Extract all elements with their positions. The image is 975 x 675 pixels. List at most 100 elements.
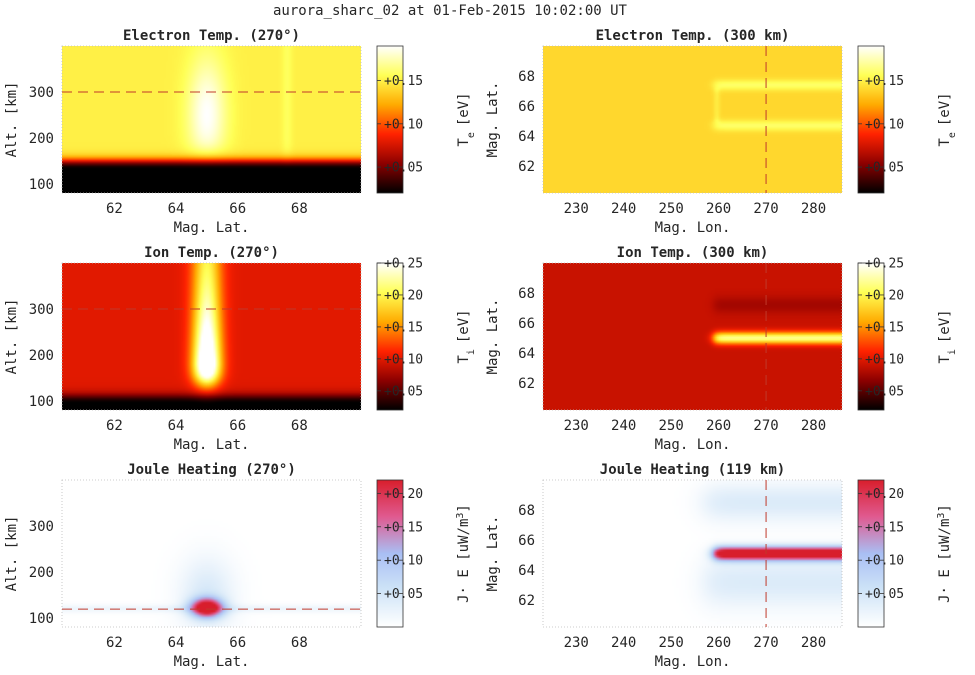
panel-title: Ion Temp. (300 km) <box>617 245 769 261</box>
x-axis-label: Mag. Lon. <box>655 437 731 453</box>
colorbar-tick-label: +0.10 <box>865 352 904 367</box>
y-tick-label: 62 <box>518 159 535 175</box>
panel-6: Joule Heating (119 km) 230 240 250 260 270 280… <box>485 462 953 670</box>
colorbar-tick-label: +0.15 <box>384 74 423 89</box>
y-tick-label: 300 <box>29 302 54 318</box>
y-tick-label: 68 <box>518 503 535 519</box>
colorbar-label: Ti[eV] <box>456 309 477 363</box>
x-tick-label: 250 <box>658 418 683 434</box>
y-axis-label: Alt. [km] <box>4 299 20 375</box>
panel-1: Electron Temp. (270°) 62 64 66 68 100 200 300 Ma… <box>4 28 477 236</box>
y-axis-label: Alt. [km] <box>4 82 20 158</box>
colorbar <box>857 479 885 628</box>
x-tick-label: 66 <box>229 635 246 651</box>
colorbar <box>376 479 404 628</box>
x-tick-label: 68 <box>291 418 308 434</box>
x-tick-label: 64 <box>168 201 185 217</box>
colorbar-tick-label: +0.05 <box>384 587 423 602</box>
y-axis-label: Alt. [km] <box>4 516 20 592</box>
colorbar-tick-label: +0.20 <box>865 288 904 303</box>
x-tick-label: 64 <box>168 635 185 651</box>
x-tick-label: 230 <box>564 201 589 217</box>
y-axis-label: Mag. Lat. <box>485 299 501 375</box>
y-tick-label: 100 <box>29 394 54 410</box>
x-axis-label: Mag. Lat. <box>174 654 250 670</box>
colorbar <box>857 262 885 411</box>
x-axis-label: Mag. Lon. <box>655 220 731 236</box>
axes-frame <box>542 45 843 194</box>
colorbar-label: Te[eV] <box>456 92 477 146</box>
x-tick-label: 260 <box>706 418 731 434</box>
x-tick-label: 230 <box>564 635 589 651</box>
x-axis-label: Mag. Lon. <box>655 654 731 670</box>
colorbar-tick-label: +0.20 <box>384 288 423 303</box>
axes-frame <box>542 262 843 411</box>
x-tick-label: 250 <box>658 635 683 651</box>
colorbar-tick-label: +0.05 <box>384 161 423 176</box>
y-tick-label: 200 <box>29 565 54 581</box>
x-tick-label: 260 <box>706 201 731 217</box>
x-tick-label: 62 <box>106 635 123 651</box>
x-tick-label: 68 <box>291 635 308 651</box>
heatmap-image <box>62 263 361 410</box>
colorbar-tick-label: +0.15 <box>865 520 904 535</box>
colorbar-tick-label: +0.20 <box>865 487 904 502</box>
y-tick-label: 300 <box>29 519 54 535</box>
y-tick-label: 68 <box>518 286 535 302</box>
colorbar-tick-label: +0.05 <box>865 587 904 602</box>
y-tick-label: 100 <box>29 177 54 193</box>
colorbar-tick-label: +0.10 <box>384 554 423 569</box>
y-tick-label: 66 <box>518 316 535 332</box>
colorbar-tick-label: +0.10 <box>865 117 904 132</box>
y-tick-label: 62 <box>518 593 535 609</box>
y-tick-label: 64 <box>518 346 535 362</box>
colorbar-label: Te[eV] <box>937 92 958 146</box>
y-tick-label: 100 <box>29 611 54 627</box>
x-tick-label: 64 <box>168 418 185 434</box>
heatmap-image <box>62 480 361 627</box>
y-axis-label: Mag. Lat. <box>485 82 501 158</box>
colorbar <box>857 45 885 194</box>
heatmap-image <box>543 263 842 410</box>
colorbar-tick-label: +0.25 <box>384 257 423 272</box>
colorbar-tick-label: +0.15 <box>865 74 904 89</box>
panel-title: Joule Heating (270°) <box>127 462 296 478</box>
heatmap-image <box>543 46 842 193</box>
panel-title: Electron Temp. (300 km) <box>596 28 790 44</box>
x-tick-label: 260 <box>706 635 731 651</box>
colorbar-label: J· E [uW/m3] <box>455 504 473 603</box>
x-tick-label: 240 <box>611 635 636 651</box>
panel-2: Electron Temp. (300 km) 230 240 250 260 270 28… <box>485 28 958 236</box>
x-tick-label: 66 <box>229 418 246 434</box>
y-tick-label: 200 <box>29 348 54 364</box>
x-tick-label: 280 <box>801 635 826 651</box>
axes-frame <box>61 45 362 194</box>
x-tick-label: 250 <box>658 201 683 217</box>
axes-frame <box>542 479 843 628</box>
x-tick-label: 240 <box>611 418 636 434</box>
heatmap-image <box>62 46 361 193</box>
y-axis-label: Mag. Lat. <box>485 516 501 592</box>
axes-frame <box>61 262 362 411</box>
colorbar-tick-label: +0.05 <box>865 161 904 176</box>
x-tick-label: 270 <box>753 635 778 651</box>
panel-5: Joule Heating (270°) 62 64 66 68 100 200 300 Mag… <box>4 462 472 670</box>
figure-suptitle: aurora_sharc_02 at 01-Feb-2015 10:02:00 … <box>273 3 628 19</box>
y-tick-label: 64 <box>518 563 535 579</box>
colorbar <box>376 262 404 411</box>
y-tick-label: 300 <box>29 85 54 101</box>
colorbar-tick-label: +0.10 <box>384 117 423 132</box>
y-tick-label: 66 <box>518 533 535 549</box>
x-tick-label: 270 <box>753 418 778 434</box>
x-tick-label: 240 <box>611 201 636 217</box>
panel-title: Joule Heating (119 km) <box>600 462 785 478</box>
y-tick-label: 64 <box>518 129 535 145</box>
heatmap-image <box>543 480 842 627</box>
colorbar-tick-label: +0.15 <box>384 320 423 335</box>
x-tick-label: 280 <box>801 418 826 434</box>
colorbar-tick-label: +0.10 <box>384 352 423 367</box>
y-tick-label: 66 <box>518 99 535 115</box>
colorbar-tick-label: +0.15 <box>384 520 423 535</box>
axes-frame <box>61 479 362 628</box>
